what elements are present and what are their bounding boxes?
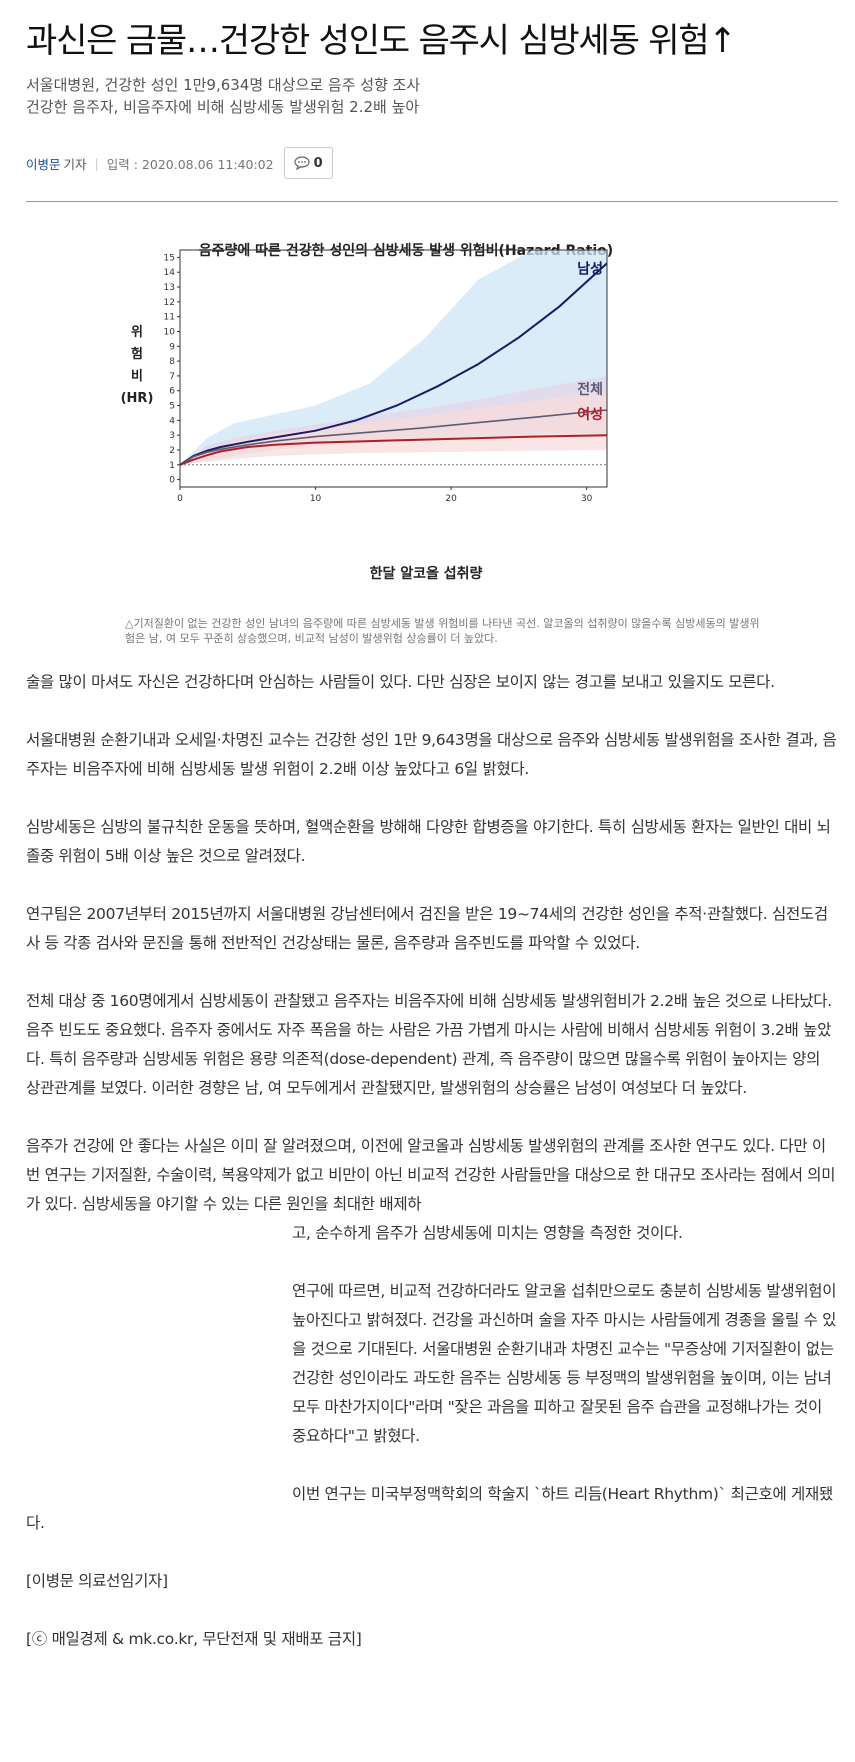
series-line-0 [179, 262, 608, 466]
y-tick-label: 15 [164, 253, 175, 263]
subhead-1: 서울대병원, 건강한 성인 1만9,634명 대상으로 음주 성향 조사 [26, 76, 421, 94]
comment-count: 0 [313, 155, 323, 171]
x-tick-label: 0 [177, 494, 183, 504]
paragraph: 전체 대상 중 160명에게서 심방세동이 관찰됐고 음주자는 비음주자에 비해… [26, 992, 832, 1097]
y-tick-label: 8 [169, 357, 175, 367]
x-tick-label: 30 [581, 494, 593, 504]
signature-reporter: [이병문 의료선임기자] [26, 1572, 168, 1590]
y-tick-label: 3 [169, 431, 175, 441]
y-tick-label: 9 [169, 342, 175, 352]
subhead-2: 건강한 음주자, 비음주자에 비해 심방세동 발생위험 2.2배 높아 [26, 98, 420, 116]
subheads: 서울대병원, 건강한 성인 1만9,634명 대상으로 음주 성향 조사 건강한… [26, 74, 420, 118]
y-axis-label-part: (HR) [121, 391, 154, 406]
y-axis-label: 위험비 (HR) [121, 325, 154, 406]
headline: 과신은 금물…건강한 성인도 음주시 심방세동 위험↑ [26, 21, 737, 61]
y-tick-label: 13 [164, 283, 175, 293]
series-line-2 [179, 434, 608, 466]
paragraph: 심방세동은 심방의 불규칙한 운동을 뜻하며, 혈액순환을 방해해 다양한 합병… [26, 818, 831, 865]
paragraph: 술을 많이 마셔도 자신은 건강하다며 안심하는 사람들이 있다. 다만 심장은… [26, 673, 775, 691]
speech-bubble-icon [293, 156, 310, 170]
x-tick-label: 20 [445, 494, 457, 504]
paragraph: 연구팀은 2007년부터 2015년까지 서울대병원 강남센터에서 검진을 받은… [26, 905, 828, 952]
y-tick-label: 12 [164, 298, 175, 308]
y-tick-label: 11 [164, 313, 175, 323]
article-body: 술을 많이 마셔도 자신은 건강하다며 안심하는 사람들이 있다. 다만 심장은… [26, 668, 838, 1683]
y-axis-label-part: 비 [131, 369, 143, 384]
y-tick-label: 0 [169, 476, 175, 486]
y-tick-label: 10 [164, 327, 176, 337]
series-label-1: 전체 [577, 381, 603, 398]
y-tick-label: 5 [169, 402, 175, 412]
signature-copyright: [ⓒ 매일경제 & mk.co.kr, 무단전재 및 재배포 금지] [26, 1630, 362, 1648]
y-axis-label-part: 위 [131, 325, 143, 340]
byline-divider: | [94, 155, 99, 171]
y-tick-label: 4 [169, 416, 175, 426]
series-label-2: 여성 [577, 406, 603, 423]
author-role: 기자 [63, 156, 87, 172]
paragraph: 서울대병원 순환기내과 오세일·차명진 교수는 건강한 성인 1만 9,643명… [26, 731, 837, 778]
paragraph: 고, 순수하게 음주가 심방세동에 미치는 영향을 측정한 것이다. [292, 1224, 683, 1242]
chart-figure: 음주량에 따른 건강한 성인의 심방세동 발생 위험비(Hazard Ratio… [26, 232, 838, 632]
y-tick-label: 1 [169, 461, 175, 471]
series-line-1 [179, 409, 608, 466]
y-tick-label: 7 [169, 372, 175, 382]
y-tick-label: 14 [164, 268, 176, 278]
series-label-0: 남성 [577, 260, 603, 277]
paragraph: 연구에 따르면, 비교적 건강하더라도 알코올 섭취만으로도 충분히 심방세동 … [292, 1282, 837, 1445]
plot-frame [179, 249, 608, 488]
y-tick-label: 2 [169, 446, 175, 456]
y-tick-label: 6 [169, 387, 175, 397]
comment-button[interactable]: 0 [283, 147, 333, 179]
x-tick-label: 10 [310, 494, 322, 504]
y-axis-label-part: 험 [131, 346, 143, 362]
author-link[interactable]: 이병문 [26, 156, 61, 172]
chart-caption: △기저질환이 없는 건강한 성인 남녀의 음주량에 따른 심방세동 발생 위험비… [125, 617, 760, 645]
hazard-ratio-chart: 음주량에 따른 건강한 성인의 심방세동 발생 위험비(Hazard Ratio… [121, 242, 614, 582]
paragraph: 음주가 건강에 안 좋다는 사실은 이미 잘 알려졌으며, 이전에 알코올과 심… [26, 1137, 836, 1213]
byline: 이병문 기자 | 입력 : 2020.08.06 11:40:02 0 [26, 146, 333, 180]
paragraph: 이번 연구는 미국부정맥학회의 학술지 `하트 리듬(Heart Rhythm)… [26, 1485, 833, 1532]
publish-date: 입력 : 2020.08.06 11:40:02 [106, 156, 274, 172]
header-divider [26, 201, 838, 202]
x-axis-label: 한달 알코올 섭취량 [370, 565, 483, 582]
ci-band-2 [180, 390, 607, 465]
